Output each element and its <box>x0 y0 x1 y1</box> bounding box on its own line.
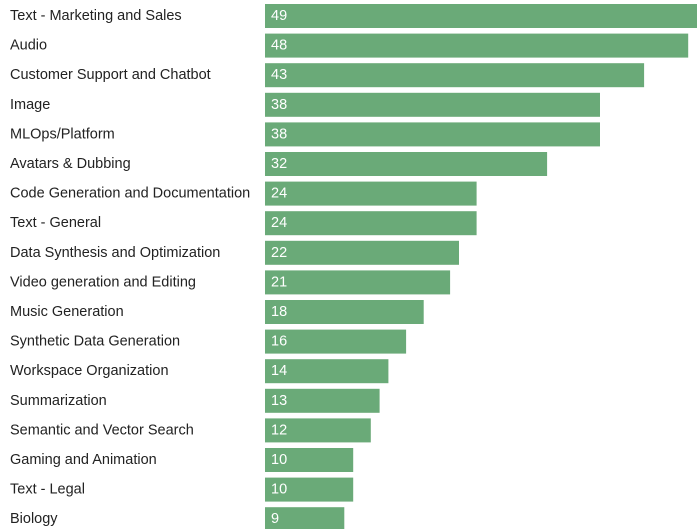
category-label: Gaming and Animation <box>10 452 157 468</box>
bar <box>265 388 380 413</box>
value-label: 49 <box>271 8 287 24</box>
category-label: Data Synthesis and Optimization <box>10 245 220 261</box>
category-label: Biology <box>10 511 58 527</box>
category-label: Customer Support and Chatbot <box>10 67 211 83</box>
category-label: Avatars & Dubbing <box>10 156 131 172</box>
value-label: 21 <box>271 274 287 290</box>
category-labels-group: Text - Marketing and Sales Audio Customer … <box>10 8 250 527</box>
category-label: Semantic and Vector Search <box>10 422 194 438</box>
value-label: 48 <box>271 38 287 54</box>
bar <box>265 211 477 236</box>
bar <box>265 122 600 147</box>
category-label: Image <box>10 97 50 113</box>
bar <box>265 152 548 176</box>
bars-group <box>265 4 697 529</box>
bar <box>265 300 424 324</box>
value-label: 24 <box>271 186 287 202</box>
category-label: Code Generation and Documentation <box>10 186 250 202</box>
bar <box>265 63 645 88</box>
category-label: MLOps/Platform <box>10 126 115 142</box>
value-label: 9 <box>271 511 279 527</box>
value-label: 13 <box>271 393 287 409</box>
value-label: 12 <box>271 422 287 438</box>
category-label: Text - Legal <box>10 482 85 498</box>
bar <box>265 4 697 28</box>
value-label: 32 <box>271 156 287 172</box>
bar <box>265 270 451 295</box>
category-label: Music Generation <box>10 304 124 320</box>
category-label: Text - General <box>10 215 101 231</box>
value-label: 16 <box>271 334 287 350</box>
bar <box>265 477 354 502</box>
bar <box>265 240 459 265</box>
value-label: 38 <box>271 97 287 113</box>
value-labels-group: 49 48 43 38 38 32 24 24 22 21 18 16 14 13 12 10 10 9 <box>271 8 287 527</box>
bar <box>265 33 689 58</box>
bar <box>265 329 407 354</box>
value-label: 22 <box>271 245 287 261</box>
value-label: 18 <box>271 304 287 320</box>
bar <box>265 359 389 384</box>
category-label: Summarization <box>10 393 107 409</box>
value-label: 38 <box>271 126 287 142</box>
value-label: 24 <box>271 215 287 231</box>
value-label: 43 <box>271 67 287 83</box>
category-label: Synthetic Data Generation <box>10 334 180 350</box>
category-label: Audio <box>10 38 47 54</box>
value-label: 10 <box>271 482 287 498</box>
value-label: 14 <box>271 363 287 379</box>
bar <box>265 181 477 206</box>
category-label: Text - Marketing and Sales <box>10 8 182 24</box>
bar <box>265 92 600 117</box>
category-label: Video generation and Editing <box>10 274 196 290</box>
bar <box>265 448 354 472</box>
value-label: 10 <box>271 452 287 468</box>
bar <box>265 507 345 529</box>
category-label: Workspace Organization <box>10 363 169 379</box>
bar <box>265 418 371 443</box>
